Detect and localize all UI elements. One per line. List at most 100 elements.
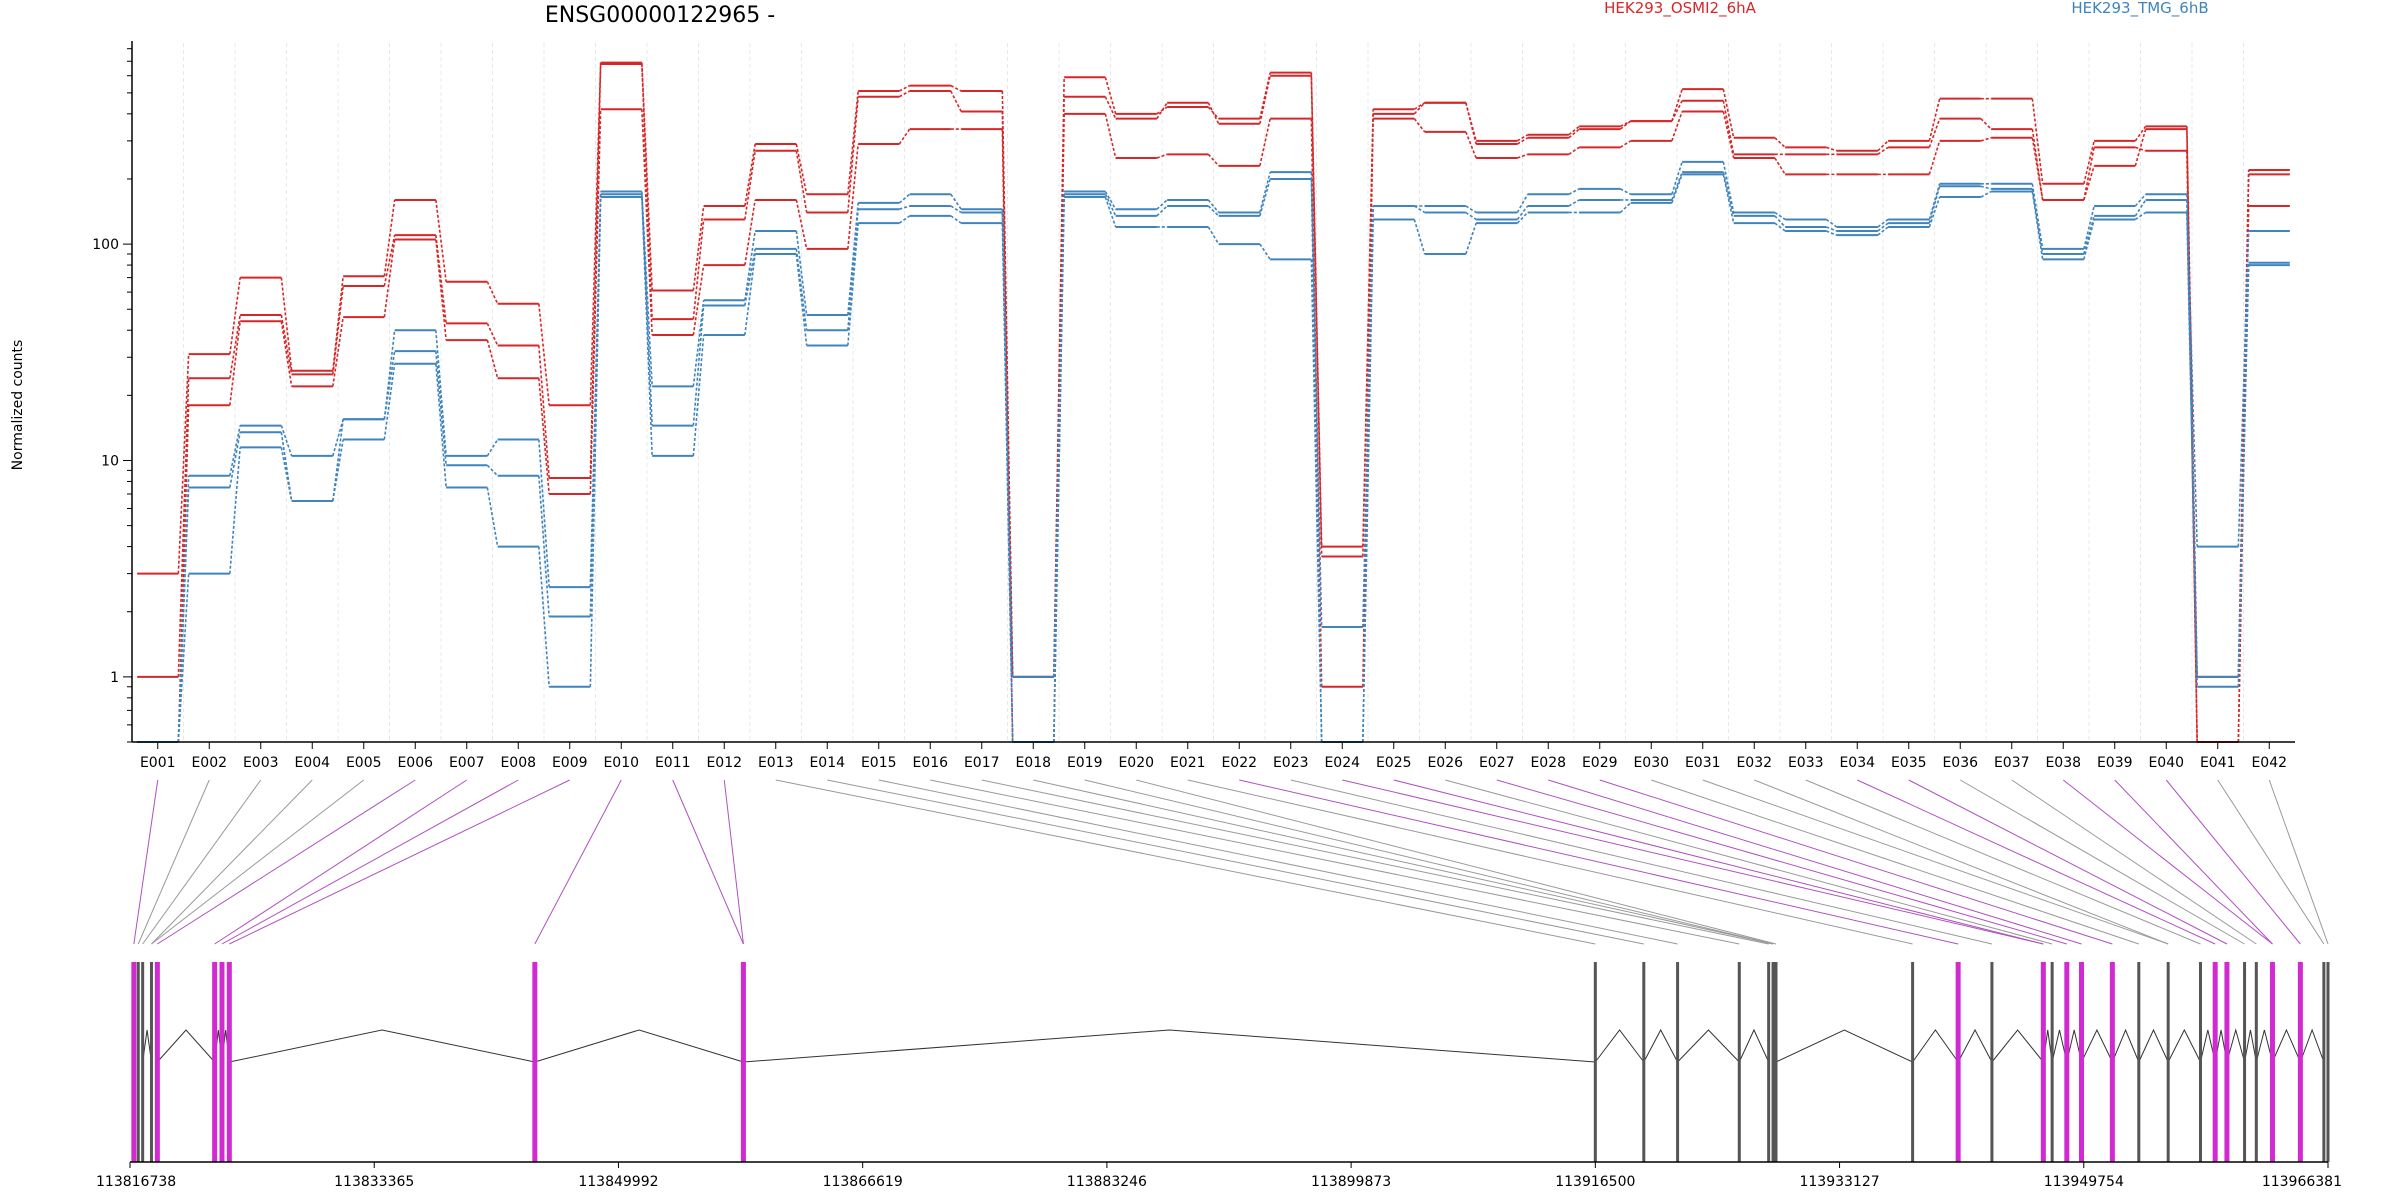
intron-line	[1677, 1029, 1740, 1063]
series-connector	[1928, 118, 1941, 148]
series-connector	[1413, 118, 1426, 133]
series-connector	[538, 303, 550, 406]
series-connector	[847, 209, 859, 331]
intron-line	[1738, 1028, 1770, 1063]
x-tick-label: E020	[1118, 755, 1154, 771]
series-connector	[847, 223, 859, 346]
x-tick-label: E027	[1479, 755, 1515, 771]
series-connector	[2134, 125, 2147, 142]
series-connector	[1619, 188, 1632, 195]
genomic-tick-label: 113933127	[1799, 1174, 1879, 1190]
x-tick-label: E038	[2045, 755, 2081, 771]
exon-bar	[2137, 962, 2141, 1162]
series-connector	[2134, 199, 2147, 217]
genomic-tick-label: 113849992	[578, 1174, 658, 1190]
x-tick-label: E018	[1015, 755, 1051, 771]
exon-bar	[2297, 962, 2303, 1162]
series-connector	[1001, 209, 1014, 677]
series-connector	[1413, 102, 1426, 110]
exon-bar	[2212, 962, 2218, 1162]
exon-bar	[212, 962, 218, 1162]
intron-line	[743, 1029, 1596, 1063]
exon-connector	[981, 779, 1769, 945]
series-connector	[950, 215, 962, 224]
exon-connector	[1187, 779, 1913, 945]
series-connector	[229, 321, 241, 406]
intron-line	[2299, 1028, 2325, 1063]
exon-connector	[1908, 779, 2228, 945]
x-tick-label: E012	[706, 755, 742, 771]
x-axis: E001 E002 E003 E004 E005 E006 E007 E008 E009 E010…	[132, 741, 2295, 771]
series-connector	[1877, 222, 1889, 232]
exon-connector	[1496, 779, 2067, 945]
x-tick-label: E022	[1221, 755, 1257, 771]
series-connector	[486, 281, 499, 305]
series-connector	[2031, 191, 2044, 260]
series-connector	[2083, 215, 2095, 255]
exon-connector	[1239, 779, 1959, 945]
series-connector	[899, 205, 910, 210]
intron-line	[1594, 1029, 1645, 1063]
series-connector	[692, 219, 705, 320]
series-connector	[641, 62, 653, 291]
series-connector	[177, 487, 190, 743]
series-connector	[1156, 102, 1168, 120]
exon-connector	[1805, 779, 2201, 945]
series-connector	[280, 277, 293, 371]
exon-bar	[2064, 962, 2070, 1162]
series-4	[137, 160, 2290, 743]
series-connector	[1413, 205, 1426, 214]
x-tick-label: E002	[191, 755, 227, 771]
series-connector	[1568, 125, 1580, 136]
series-connector	[1825, 218, 1838, 228]
series-connector	[383, 351, 396, 420]
series-connector	[1722, 174, 1735, 224]
series-connector	[1671, 161, 1683, 195]
series-connector	[1826, 230, 1837, 236]
series-connector	[2186, 199, 2198, 677]
series-connector	[538, 546, 550, 687]
intron-line	[2255, 1029, 2273, 1063]
exon-bar	[1955, 962, 1961, 1162]
exon-connector	[1033, 779, 1774, 945]
series-connector	[1568, 199, 1580, 207]
series-connector	[2083, 219, 2095, 260]
exon-bar	[131, 962, 137, 1162]
legend-entry-osmi2: HEK293_OSMI2_6hA	[1604, 0, 1757, 18]
x-tick-label: E005	[346, 755, 382, 771]
intron-line	[2226, 1028, 2246, 1063]
exon-connector	[2217, 779, 2325, 945]
series-connector	[2134, 193, 2147, 207]
series-connector	[2237, 230, 2250, 547]
series-connector	[1516, 205, 1529, 220]
x-tick-label: E004	[294, 755, 330, 771]
series-connector	[2135, 146, 2146, 152]
genomic-tick-label: 113866619	[823, 1174, 903, 1190]
series-connector	[435, 239, 447, 341]
series-connector	[1207, 153, 1220, 167]
x-tick-label: E021	[1170, 755, 1206, 771]
series-connector	[1774, 157, 1786, 175]
series-connector	[589, 62, 602, 406]
series-connector	[1980, 118, 1992, 130]
series-connector	[486, 464, 499, 477]
series-connector	[1671, 100, 1683, 122]
series-connector	[177, 354, 190, 574]
exon-bar	[2322, 962, 2326, 1162]
series-connector	[1001, 223, 1014, 743]
intron-line	[1991, 1029, 2044, 1063]
series-connector	[1671, 174, 1683, 204]
exon-bar	[2109, 962, 2115, 1162]
x-tick-label: E026	[1427, 755, 1463, 771]
series-connector	[744, 143, 756, 207]
series-connector	[1259, 72, 1271, 119]
series-connector	[641, 109, 653, 336]
series-connector	[383, 363, 396, 440]
genomic-tick-label: 113949754	[2044, 1174, 2124, 1190]
series-connector	[229, 314, 241, 379]
exon-connector	[2268, 779, 2329, 945]
exon-bar	[1771, 962, 1775, 1162]
x-tick-label: E009	[552, 755, 588, 771]
exon-connector	[1754, 779, 2169, 945]
x-tick-label: E040	[2148, 755, 2184, 771]
